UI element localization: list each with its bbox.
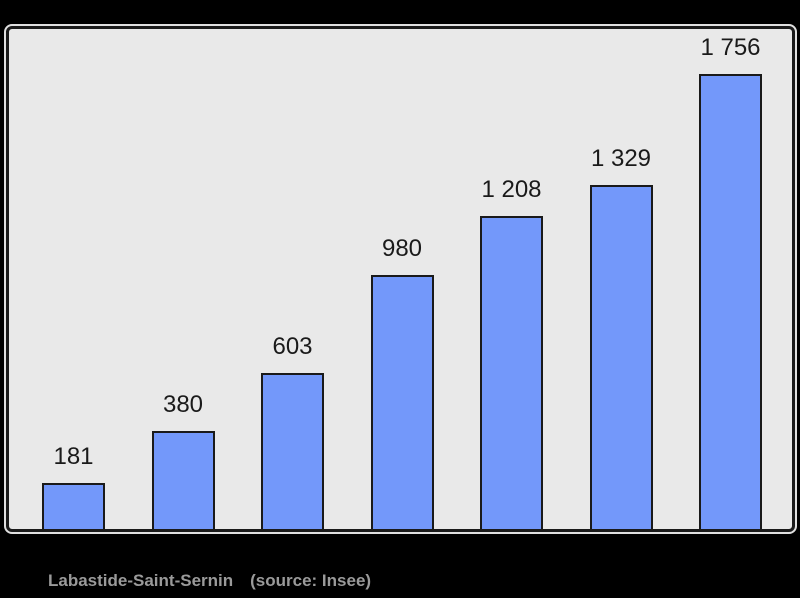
bar bbox=[261, 373, 324, 530]
chart-frame: 181 380 603 980 1 208 1 329 1 756 bbox=[6, 26, 795, 532]
bar-value-label: 181 bbox=[53, 443, 94, 470]
chart-caption: Labastide-Saint-Sernin (source: Insee) bbox=[48, 571, 371, 591]
plot-area: 181 380 603 980 1 208 1 329 1 756 bbox=[9, 29, 792, 530]
bar bbox=[151, 431, 215, 530]
bar-value-label: 603 bbox=[272, 333, 313, 360]
bar bbox=[42, 483, 105, 530]
caption-source: (source: Insee) bbox=[250, 571, 372, 590]
bar-value-label: 1 208 bbox=[481, 176, 542, 203]
bar bbox=[370, 275, 434, 530]
bar bbox=[699, 74, 762, 530]
bar-value-label: 980 bbox=[381, 235, 423, 262]
caption-commune-name: Labastide-Saint-Sernin bbox=[48, 571, 234, 590]
bar bbox=[589, 185, 653, 530]
bar-value-label: 1 756 bbox=[700, 34, 761, 61]
bar-value-label: 380 bbox=[162, 391, 204, 418]
bar bbox=[480, 216, 543, 530]
bar-value-label: 1 329 bbox=[590, 145, 652, 172]
